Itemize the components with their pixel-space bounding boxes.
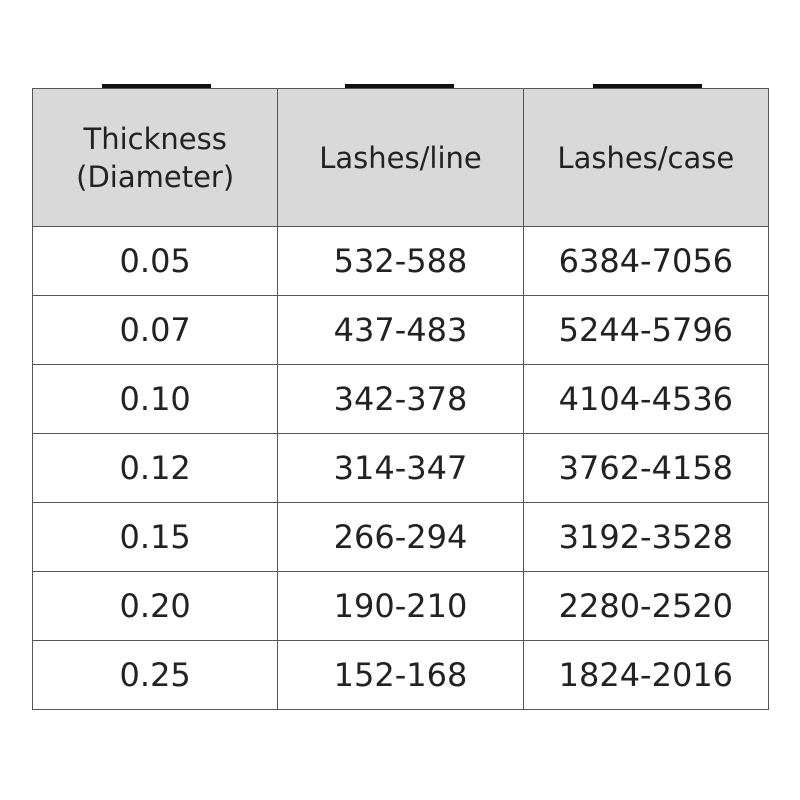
table-cell: 0.10 xyxy=(31,364,279,434)
header-row: Thickness (Diameter) Lashes/line Lashes/ca… xyxy=(31,88,770,227)
table-cell: 314-347 xyxy=(277,433,524,503)
decor-bar xyxy=(345,84,454,91)
table-cell: 152-168 xyxy=(277,640,524,710)
table-row: 0.05 532-588 6384-7056 xyxy=(31,226,770,296)
decor-bar xyxy=(102,84,211,91)
decor-bar xyxy=(593,84,702,91)
table-cell: 6384-7056 xyxy=(522,226,770,296)
table-cell: 0.07 xyxy=(31,295,279,365)
table-row: 0.07 437-483 5244-5796 xyxy=(31,295,770,365)
table-row: 0.15 266-294 3192-3528 xyxy=(31,502,770,572)
table-cell: 0.25 xyxy=(31,640,279,710)
table-cell: 0.12 xyxy=(31,433,279,503)
spec-table: Thickness (Diameter) Lashes/line Lashes/ca… xyxy=(31,88,770,710)
table-row: 0.12 314-347 3762-4158 xyxy=(31,433,770,503)
table-cell: 190-210 xyxy=(277,571,524,641)
table-row: 0.20 190-210 2280-2520 xyxy=(31,571,770,641)
table-cell: 532-588 xyxy=(277,226,524,296)
table-row: 0.10 342-378 4104-4536 xyxy=(31,364,770,434)
table-cell: 0.05 xyxy=(31,226,279,296)
table-cell: 437-483 xyxy=(277,295,524,365)
table-cell: 1824-2016 xyxy=(522,640,770,710)
table-cell: 3192-3528 xyxy=(522,502,770,572)
table-cell: 0.15 xyxy=(31,502,279,572)
table-body: 0.05 532-588 6384-7056 0.07 437-483 5244-5796… xyxy=(31,226,770,710)
header-cell: Lashes/line xyxy=(277,88,524,227)
table-cell: 266-294 xyxy=(277,502,524,572)
table-cell: 342-378 xyxy=(277,364,524,434)
table-cell: 0.20 xyxy=(31,571,279,641)
header-cell: Lashes/case xyxy=(522,88,770,227)
table-cell: 2280-2520 xyxy=(522,571,770,641)
table-row: 0.25 152-168 1824-2016 xyxy=(31,640,770,710)
table-cell: 4104-4536 xyxy=(522,364,770,434)
table-cell: 5244-5796 xyxy=(522,295,770,365)
header-cell: Thickness (Diameter) xyxy=(31,88,279,227)
table-cell: 3762-4158 xyxy=(522,433,770,503)
